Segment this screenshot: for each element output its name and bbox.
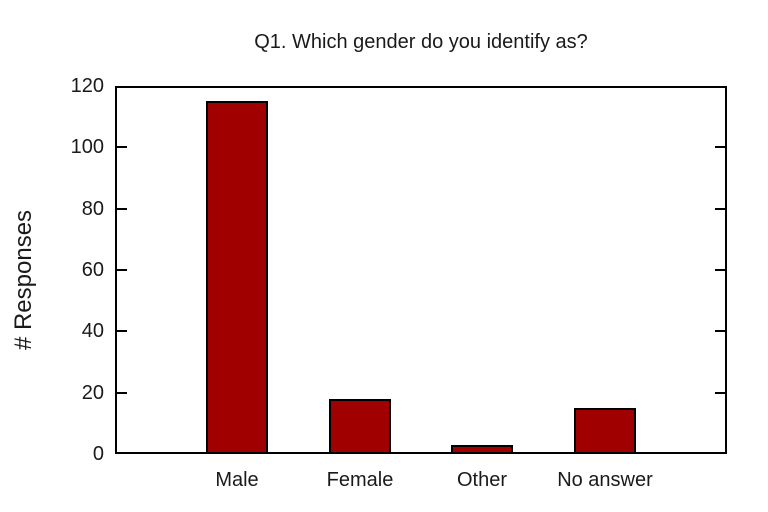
bar-female (329, 399, 391, 454)
y-tick-mark-right (715, 207, 725, 210)
y-tick-mark-left (117, 146, 127, 149)
y-tick-label: 0 (92, 443, 104, 465)
x-tick-label: Male (215, 469, 259, 491)
y-tick-mark-left (117, 330, 127, 333)
x-tick-label: No answer (557, 469, 653, 491)
y-tick-label: 20 (81, 381, 104, 404)
y-tick-mark-left (117, 391, 127, 394)
x-tick-label: Female (326, 469, 394, 491)
bar-no-answer (574, 408, 636, 454)
plot-area (115, 86, 727, 454)
y-tick-mark-left (117, 269, 127, 271)
y-tick-label: 120 (70, 75, 104, 97)
x-tick-label: Other (456, 469, 508, 491)
chart-title: Q1. Which gender do you identify as? (254, 31, 588, 53)
y-tick-label: 100 (70, 136, 104, 159)
y-tick-mark-right (715, 146, 725, 149)
y-tick-mark-right (715, 330, 725, 333)
y-tick-mark-right (715, 391, 725, 394)
y-tick-mark-right (715, 269, 725, 271)
y-tick-label: 80 (81, 197, 104, 220)
bar-other (451, 445, 513, 454)
y-tick-mark-left (117, 207, 127, 210)
bar-male (206, 101, 268, 454)
y-tick-label: 40 (81, 320, 104, 343)
y-tick-label: 60 (81, 259, 104, 281)
